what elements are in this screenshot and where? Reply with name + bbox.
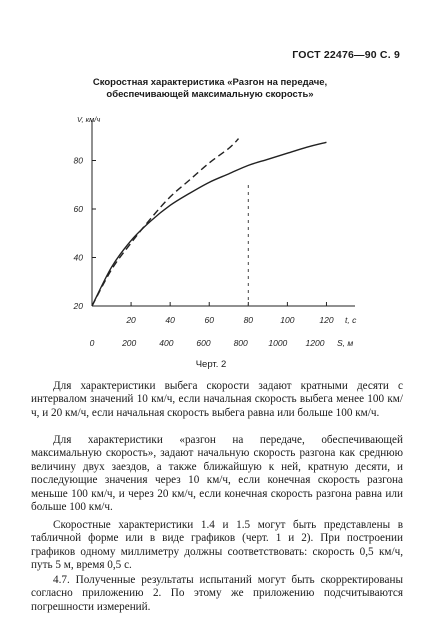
x2-axis-label: S, м (337, 338, 353, 348)
figure-caption: Черт. 2 (195, 359, 227, 370)
x-tick-label: 120 (319, 315, 333, 325)
paragraph-3-text: Скоростные характеристики 1.4 и 1.5 могу… (31, 519, 403, 572)
x2-tick-label: 0 (90, 338, 95, 348)
y-tick-label: 60 (74, 204, 84, 214)
x-tick-label: 80 (244, 315, 254, 325)
y-tick-label: 80 (74, 156, 84, 166)
x-tick-label: 20 (125, 315, 136, 325)
y-tick-label: 40 (74, 253, 84, 263)
x-tick-label: 100 (280, 315, 294, 325)
speed-chart: 20 40 60 80 V, км/ч 20 40 60 80 100 120 t, с 0 200 400… (73, 115, 358, 348)
paragraph-2-text: Для характеристики «разгон на передаче, … (31, 434, 403, 514)
x-axis-label: t, с (345, 315, 357, 325)
x2-tick-label: 800 (234, 338, 248, 348)
x2-tick-label: 1200 (306, 338, 325, 348)
chart-title-line-2: обеспечивающей максимальную скорость» (106, 89, 314, 100)
x-tick-label: 40 (165, 315, 175, 325)
paragraph-4-text: 4.7. Полученные результаты испытаний мог… (31, 574, 403, 613)
y-axis-label: V, км/ч (77, 115, 100, 124)
chart-title: Скоростная характеристика «Разгон на пер… (60, 77, 360, 101)
paragraph-2: Для характеристики «разгон на передаче, … (31, 434, 403, 514)
paragraph-3: Скоростные характеристики 1.4 и 1.5 могу… (31, 519, 403, 573)
chart-title-line-1: Скоростная характеристика «Разгон на пер… (92, 77, 328, 88)
x2-tick-label: 1000 (268, 338, 287, 348)
x2-tick-label: 200 (121, 338, 136, 348)
paragraph-1: Для характеристики выбега скорости задаю… (31, 380, 403, 420)
series-solid-line (91, 141, 327, 307)
y-tick-label: 20 (73, 301, 84, 311)
x-tick-label: 60 (204, 315, 214, 325)
paragraph-1-text: Для характеристики выбега скорости задаю… (31, 380, 403, 419)
x2-tick-label: 400 (159, 338, 173, 348)
series-dashed-line (91, 138, 240, 307)
page-header: ГОСТ 22476—90 С. 9 (292, 49, 400, 61)
paragraph-4: 4.7. Полученные результаты испытаний мог… (31, 574, 403, 614)
x2-tick-label: 600 (196, 338, 210, 348)
